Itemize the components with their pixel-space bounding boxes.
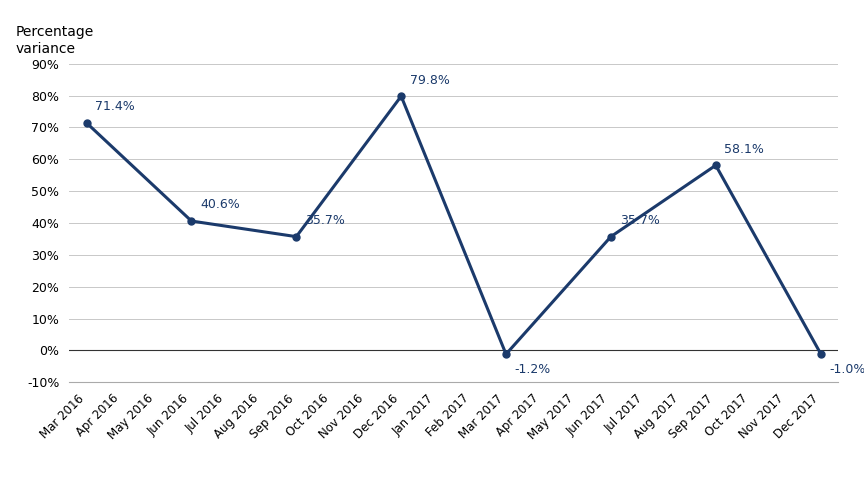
- Text: Percentage
variance: Percentage variance: [16, 25, 93, 56]
- Text: -1.0%: -1.0%: [829, 363, 864, 376]
- Text: -1.2%: -1.2%: [515, 364, 551, 376]
- Text: 79.8%: 79.8%: [410, 74, 450, 87]
- Text: 71.4%: 71.4%: [95, 100, 135, 113]
- Text: 40.6%: 40.6%: [200, 198, 240, 212]
- Text: 35.7%: 35.7%: [305, 214, 345, 227]
- Text: 35.7%: 35.7%: [619, 214, 659, 227]
- Text: 58.1%: 58.1%: [725, 143, 765, 156]
